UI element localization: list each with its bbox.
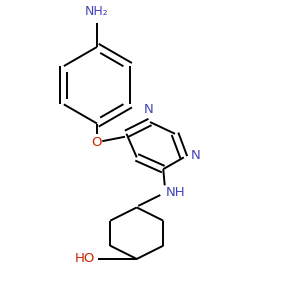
Text: NH₂: NH₂ bbox=[85, 5, 109, 18]
Text: NH: NH bbox=[166, 186, 186, 199]
Text: O: O bbox=[92, 136, 102, 149]
Text: HO: HO bbox=[75, 252, 95, 266]
Text: N: N bbox=[191, 149, 201, 162]
Text: N: N bbox=[144, 103, 153, 116]
